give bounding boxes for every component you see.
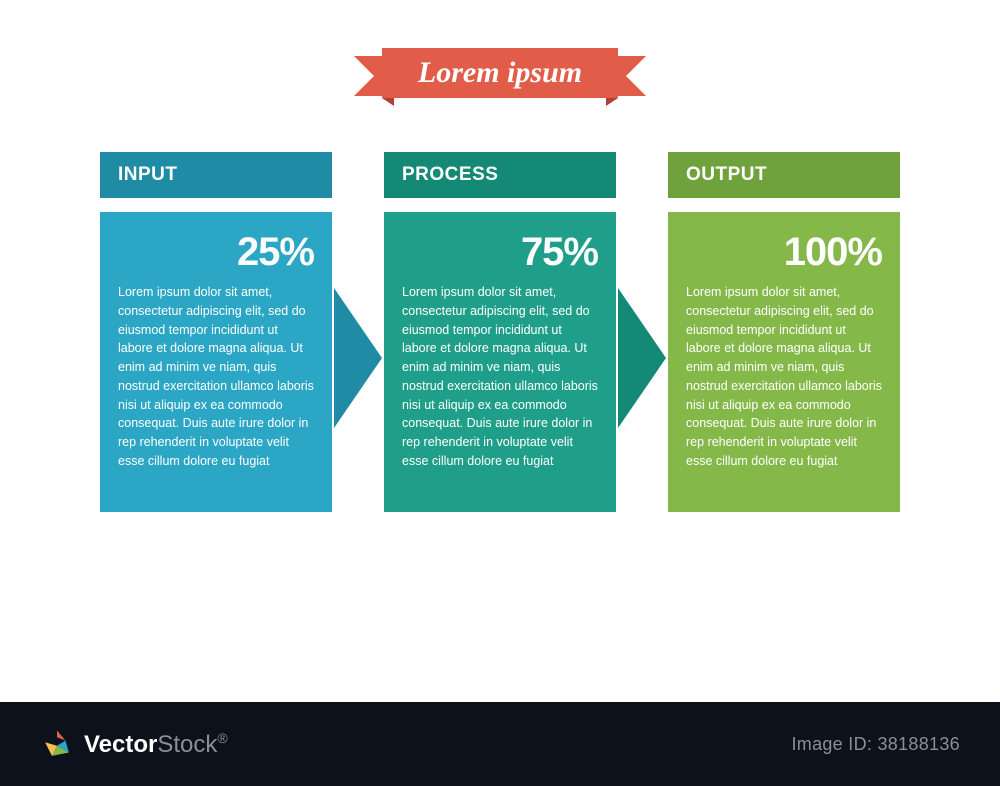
stage-input: INPUT 25% Lorem ipsum dolor sit amet, co… — [100, 152, 384, 512]
watermark-brand: VectorStock® — [40, 727, 228, 761]
stage-body: 100% Lorem ipsum dolor sit amet, consect… — [668, 212, 900, 512]
infographic-canvas: Lorem ipsum INPUT 25% Lorem ipsum dolor … — [0, 0, 1000, 786]
stage-percent: 100% — [686, 230, 882, 275]
stage-header: OUTPUT — [668, 152, 900, 198]
stage-body: 75% Lorem ipsum dolor sit amet, consecte… — [384, 212, 616, 512]
arrow-holder — [332, 152, 384, 512]
stage-description: Lorem ipsum dolor sit amet, consectetur … — [686, 283, 882, 471]
stage-header: INPUT — [100, 152, 332, 198]
watermark-footer: VectorStock® Image ID: 38188136 — [0, 702, 1000, 786]
stage-percent: 75% — [402, 230, 598, 275]
stage-header-label: INPUT — [118, 164, 178, 185]
stage-header-label: OUTPUT — [686, 164, 767, 185]
arrow-holder — [616, 152, 668, 512]
title-text: Lorem ipsum — [418, 56, 582, 89]
ribbon-fold-right-icon — [606, 98, 618, 106]
brand-primary: Vector — [84, 731, 157, 758]
stage-percent: 25% — [118, 230, 314, 275]
stage-column: PROCESS 75% Lorem ipsum dolor sit amet, … — [384, 152, 616, 512]
stage-column: INPUT 25% Lorem ipsum dolor sit amet, co… — [100, 152, 332, 512]
stage-output: OUTPUT 100% Lorem ipsum dolor sit amet, … — [668, 152, 900, 512]
title-ribbon: Lorem ipsum — [382, 48, 618, 98]
brand-logo-icon — [40, 727, 74, 761]
stage-header: PROCESS — [384, 152, 616, 198]
stage-column: OUTPUT 100% Lorem ipsum dolor sit amet, … — [668, 152, 900, 512]
image-id-label: Image ID: 38188136 — [791, 734, 960, 755]
brand-secondary: Stock — [157, 731, 217, 758]
title-ribbon-wrap: Lorem ipsum — [0, 48, 1000, 98]
ribbon-fold-left-icon — [382, 98, 394, 106]
arrow-right-icon — [618, 288, 666, 428]
stage-body: 25% Lorem ipsum dolor sit amet, consecte… — [100, 212, 332, 512]
stage-description: Lorem ipsum dolor sit amet, consectetur … — [118, 283, 314, 471]
stage-gap — [100, 198, 332, 212]
stage-description: Lorem ipsum dolor sit amet, consectetur … — [402, 283, 598, 471]
stage-gap — [384, 198, 616, 212]
stage-process: PROCESS 75% Lorem ipsum dolor sit amet, … — [384, 152, 668, 512]
arrow-right-icon — [334, 288, 382, 428]
process-flow: INPUT 25% Lorem ipsum dolor sit amet, co… — [0, 152, 1000, 512]
stage-header-label: PROCESS — [402, 164, 498, 185]
stage-gap — [668, 198, 900, 212]
